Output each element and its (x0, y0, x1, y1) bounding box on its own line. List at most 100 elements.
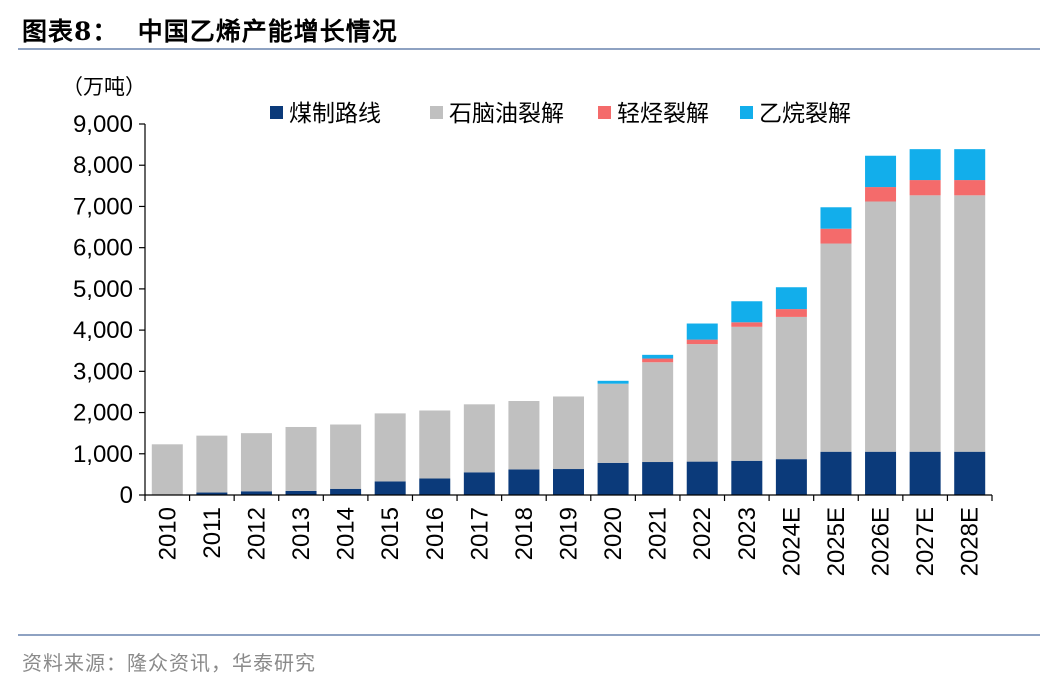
bar-segment (686, 461, 718, 495)
x-tick-label: 2025E (823, 507, 850, 576)
source-note: 资料来源：隆众资讯，华泰研究 (22, 651, 316, 675)
bar-segment (865, 155, 897, 188)
y-tick-label: 4,000 (73, 317, 133, 344)
bar-segment (909, 195, 941, 452)
legend-swatch (598, 106, 611, 119)
bar-segment (419, 410, 451, 479)
y-axis: 0 1,000 2,000 3,000 4,000 5,000 6,000 7,000 8,00… (73, 111, 146, 509)
x-tick-label: 2011 (199, 507, 226, 559)
bar-segment (820, 243, 852, 452)
legend-item: 轻烃裂解 (598, 100, 709, 126)
chart-title: 图表8： 中国乙烯产能增长情况 (22, 17, 398, 46)
y-tick-label: 6,000 (73, 235, 133, 262)
bar-segment (196, 435, 228, 493)
bottom-divider (18, 634, 1040, 636)
bar-segment (508, 469, 540, 495)
x-tick-label: 2028E (957, 507, 984, 576)
bar-segment (374, 413, 406, 482)
bar-segment (463, 472, 495, 495)
x-tick-label: 2021 (645, 507, 672, 560)
bar-segment (642, 354, 674, 359)
legend-label: 煤制路线 (289, 100, 381, 126)
x-axis: 2010 2011 2012 2013 2014 2015 2016 2017 2018 2019… (144, 494, 993, 576)
legend-item: 石脑油裂解 (430, 100, 564, 126)
bar-area (151, 149, 986, 495)
legend-swatch (270, 106, 283, 119)
x-tick-label: 2022 (689, 507, 716, 560)
bar-segment (686, 344, 718, 462)
ethylene-capacity-chart: 0 1,000 2,000 3,000 4,000 5,000 6,000 7,000 8,00… (62, 76, 993, 576)
x-tick-label: 2013 (288, 507, 315, 560)
bar-segment (909, 149, 941, 181)
x-tick-label: 2017 (466, 507, 493, 560)
bar-segment (597, 380, 629, 384)
bar-segment (775, 309, 807, 317)
bar-segment (686, 323, 718, 340)
y-axis-unit-label: （万吨） (62, 76, 146, 99)
bar-segment (240, 491, 272, 495)
x-tick-label: 2020 (600, 507, 627, 560)
bar-segment (909, 180, 941, 196)
bar-segment (686, 339, 718, 345)
x-tick-label: 2016 (422, 507, 449, 560)
bar-segment (865, 201, 897, 452)
legend-swatch (740, 106, 753, 119)
y-tick-label: 7,000 (73, 193, 133, 220)
bar-segment (597, 462, 629, 495)
bar-segment (240, 433, 272, 492)
bar-segment (731, 326, 763, 461)
bar-segment (642, 362, 674, 463)
bar-segment (508, 401, 540, 470)
bar-segment (954, 149, 986, 181)
y-tick-label: 3,000 (73, 358, 133, 385)
bar-segment (285, 426, 317, 491)
bar-segment (731, 301, 763, 323)
bar-segment (285, 490, 317, 495)
legend: 煤制路线 石脑油裂解 轻烃裂解 乙烷裂解 (270, 100, 851, 126)
legend-label: 石脑油裂解 (449, 100, 564, 126)
bar-segment (151, 444, 183, 495)
x-tick-label: 2010 (154, 507, 181, 560)
bar-segment (642, 462, 674, 495)
x-tick-label: 2024E (778, 507, 805, 576)
bar-segment (909, 451, 941, 495)
legend-item: 乙烷裂解 (740, 100, 851, 126)
bar-segment (820, 228, 852, 244)
y-tick-label: 2,000 (73, 400, 133, 427)
x-tick-label: 2019 (556, 507, 583, 560)
bar-segment (196, 492, 228, 495)
y-tick-label: 0 (120, 482, 133, 509)
bar-segment (820, 207, 852, 229)
bar-segment (954, 195, 986, 452)
bar-segment (553, 396, 584, 470)
y-tick-label: 1,000 (73, 441, 133, 468)
bar-segment (820, 451, 852, 495)
bar-segment (865, 451, 897, 495)
bar-segment (597, 383, 629, 463)
legend-swatch (430, 106, 443, 119)
x-tick-label: 2027E (912, 507, 939, 576)
bar-segment (775, 459, 807, 495)
x-tick-label: 2015 (377, 507, 404, 560)
bar-segment (865, 187, 897, 202)
legend-item: 煤制路线 (270, 100, 381, 126)
bar-segment (954, 451, 986, 495)
legend-label: 轻烃裂解 (617, 100, 709, 126)
top-divider (18, 48, 1040, 50)
y-tick-label: 9,000 (73, 111, 133, 138)
bar-segment (419, 478, 451, 495)
bar-segment (463, 404, 495, 473)
x-tick-label: 2023 (734, 507, 761, 560)
bar-segment (553, 469, 584, 495)
bar-segment (775, 316, 807, 460)
bar-segment (731, 460, 763, 495)
bar-segment (642, 358, 674, 363)
y-tick-label: 8,000 (73, 152, 133, 179)
x-tick-label: 2014 (333, 507, 360, 560)
bar-segment (330, 488, 362, 495)
bar-segment (775, 287, 807, 310)
x-tick-label: 2026E (868, 507, 895, 576)
y-tick-label: 5,000 (73, 276, 133, 303)
x-tick-label: 2012 (243, 507, 270, 560)
bar-segment (954, 180, 986, 196)
